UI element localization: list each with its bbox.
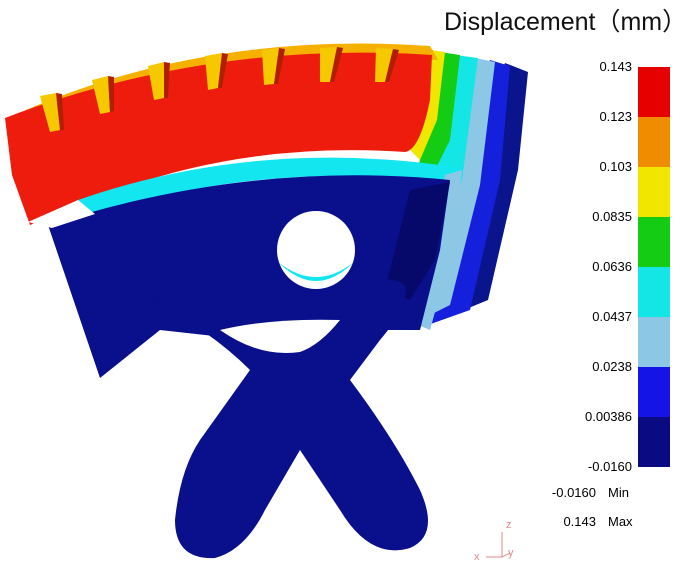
tooth-notch bbox=[205, 53, 222, 90]
legend-color-bar bbox=[638, 67, 670, 467]
legend-tick-label: 0.103 bbox=[599, 159, 632, 174]
legend-band bbox=[638, 267, 670, 317]
legend-tick-label: 0.0437 bbox=[592, 309, 632, 324]
rim-hub-gap bbox=[28, 200, 95, 228]
tooth-notch bbox=[92, 76, 110, 114]
tooth-notch bbox=[375, 48, 393, 82]
axis-y-label: y bbox=[508, 547, 514, 559]
extrusion-band-green bbox=[418, 52, 460, 180]
gear-teeth bbox=[40, 47, 393, 132]
legend-min-label: Min bbox=[608, 485, 629, 500]
tooth-shadow bbox=[218, 53, 228, 88]
tooth-notch bbox=[40, 93, 60, 132]
tooth-notch bbox=[148, 62, 164, 100]
legend-tick-label: 0.143 bbox=[599, 59, 632, 74]
hub-body bbox=[48, 175, 450, 559]
legend-band bbox=[638, 417, 670, 467]
tooth-notch bbox=[320, 47, 337, 82]
inner-ring-cyan bbox=[78, 157, 460, 215]
axis-y-line bbox=[501, 552, 511, 558]
tooth-shadow bbox=[164, 62, 170, 98]
hub-bore-rim bbox=[278, 262, 354, 281]
tooth-notch bbox=[262, 48, 279, 85]
tooth-shadow bbox=[274, 48, 285, 84]
legend-max-label: Max bbox=[608, 514, 633, 529]
hub-sector-edge bbox=[385, 182, 450, 300]
tooth-shadow bbox=[56, 93, 64, 130]
legend-band bbox=[638, 167, 670, 217]
legend-max: 0.143 Max bbox=[548, 514, 633, 529]
legend-tick-label: 0.0835 bbox=[592, 209, 632, 224]
legend-band bbox=[638, 367, 670, 417]
legend-band bbox=[638, 217, 670, 267]
axis-x-label: x bbox=[474, 551, 480, 563]
legend-tick-label: 0.00386 bbox=[585, 409, 632, 424]
hub-bore-hole bbox=[277, 211, 355, 289]
legend-max-value: 0.143 bbox=[563, 514, 596, 529]
legend-min-value: -0.0160 bbox=[551, 485, 596, 500]
tooth-shadow bbox=[330, 47, 343, 82]
tooth-shadow bbox=[108, 76, 114, 112]
legend-title: Displacement（mm） bbox=[444, 8, 688, 36]
legend-band bbox=[638, 67, 670, 117]
axis-z-label: z bbox=[506, 519, 512, 531]
legend-tick-label: 0.0238 bbox=[592, 359, 632, 374]
tooth-shadows bbox=[56, 47, 399, 130]
legend-tick-label: 0.0636 bbox=[592, 259, 632, 274]
axis-triad bbox=[486, 532, 511, 558]
legend-band bbox=[638, 317, 670, 367]
tooth-shadow bbox=[385, 49, 399, 82]
legend-band bbox=[638, 117, 670, 167]
gear-segment bbox=[5, 43, 528, 330]
hub-spokes bbox=[150, 279, 428, 559]
legend-tick-label: 0.123 bbox=[599, 109, 632, 124]
hub-slot-cutout bbox=[220, 319, 340, 354]
legend-min: -0.0160 Min bbox=[548, 485, 629, 500]
legend-tick-label: -0.0160 bbox=[587, 459, 632, 474]
